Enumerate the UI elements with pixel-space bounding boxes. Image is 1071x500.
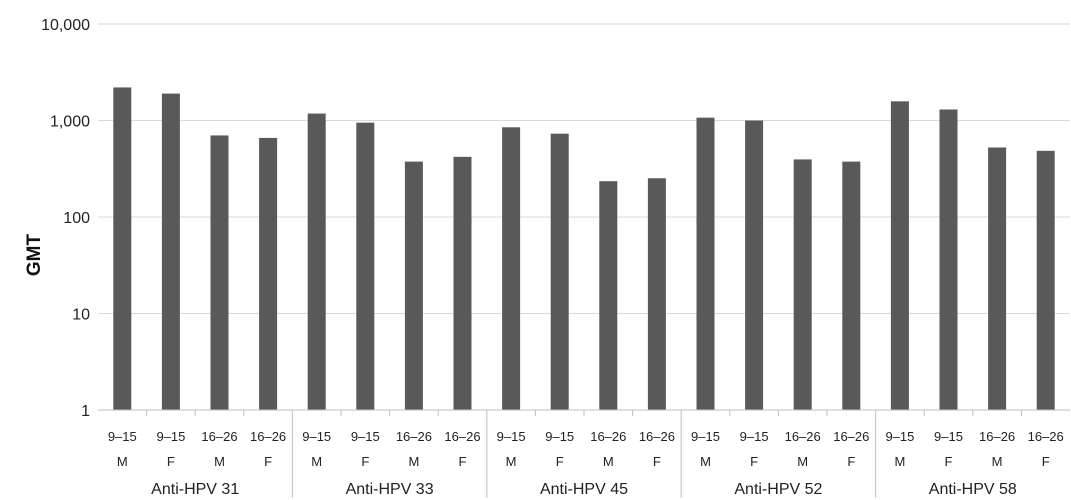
sex-label: F <box>167 454 175 469</box>
group-label: Anti-HPV 58 <box>929 481 1017 498</box>
y-tick-label: 10,000 <box>41 17 90 34</box>
age-group-label: 9–15 <box>740 429 769 444</box>
bar <box>745 121 763 411</box>
group-label: Anti-HPV 52 <box>734 481 822 498</box>
age-group-label: 16–26 <box>785 429 821 444</box>
y-tick-label: 1,000 <box>50 114 90 131</box>
age-group-label: 9–15 <box>156 429 185 444</box>
sex-label: F <box>1042 454 1050 469</box>
bar <box>259 138 277 410</box>
sex-label: F <box>653 454 661 469</box>
bar <box>794 159 812 410</box>
y-axis-ticks: 1 10 100 1,000 10,000 <box>41 17 90 420</box>
bar <box>988 148 1006 410</box>
age-group-label: 16–26 <box>979 429 1015 444</box>
bars <box>113 87 1054 410</box>
bar <box>454 157 472 410</box>
sex-label: F <box>847 454 855 469</box>
sex-label: M <box>603 454 614 469</box>
sex-label: M <box>311 454 322 469</box>
bar <box>502 127 520 410</box>
bar <box>356 123 374 410</box>
sex-label: F <box>556 454 564 469</box>
bar <box>162 94 180 410</box>
sex-label: M <box>992 454 1003 469</box>
age-group-label: 16–26 <box>1028 429 1064 444</box>
x-axis: 9–15 M 9–15 F 16–26 M 16–26 F Anti-HPV 31 9–15 M 9–… <box>98 410 1070 498</box>
age-group-label: 9–15 <box>885 429 914 444</box>
age-group-label: 16–26 <box>590 429 626 444</box>
group-label: Anti-HPV 45 <box>540 481 628 498</box>
age-group-label: 9–15 <box>934 429 963 444</box>
sex-label: M <box>797 454 808 469</box>
sex-label: F <box>361 454 369 469</box>
bar <box>405 162 423 410</box>
y-tick-label: 100 <box>63 210 90 227</box>
bar <box>1037 151 1055 410</box>
age-group-label: 9–15 <box>108 429 137 444</box>
sex-label: F <box>945 454 953 469</box>
bar <box>648 178 666 410</box>
sex-label: M <box>408 454 419 469</box>
sex-label: F <box>264 454 272 469</box>
age-group-label: 9–15 <box>545 429 574 444</box>
bar <box>308 114 326 410</box>
y-axis-label: GMT <box>24 234 45 277</box>
bar <box>599 181 617 410</box>
bar <box>891 101 909 410</box>
group-label: Anti-HPV 31 <box>151 481 239 498</box>
age-group-label: 9–15 <box>351 429 380 444</box>
sex-label: M <box>214 454 225 469</box>
age-group-label: 16–26 <box>396 429 432 444</box>
bar <box>940 110 958 410</box>
bar <box>842 162 860 410</box>
age-group-label: 16–26 <box>444 429 480 444</box>
age-group-label: 9–15 <box>691 429 720 444</box>
sex-label: M <box>894 454 905 469</box>
gridlines <box>98 24 1070 314</box>
age-group-label: 16–26 <box>201 429 237 444</box>
sex-label: M <box>506 454 517 469</box>
bar <box>697 118 715 410</box>
y-tick-label: 1 <box>81 403 90 420</box>
sex-label: F <box>750 454 758 469</box>
sex-label: M <box>117 454 128 469</box>
age-group-label: 16–26 <box>639 429 675 444</box>
sex-label: M <box>700 454 711 469</box>
group-label: Anti-HPV 33 <box>346 481 434 498</box>
age-group-label: 9–15 <box>497 429 526 444</box>
age-group-label: 16–26 <box>833 429 869 444</box>
y-tick-label: 10 <box>72 307 90 324</box>
bar <box>113 87 131 410</box>
age-group-label: 16–26 <box>250 429 286 444</box>
age-group-label: 9–15 <box>302 429 331 444</box>
bar <box>551 134 569 410</box>
bar <box>211 135 229 410</box>
sex-label: F <box>459 454 467 469</box>
